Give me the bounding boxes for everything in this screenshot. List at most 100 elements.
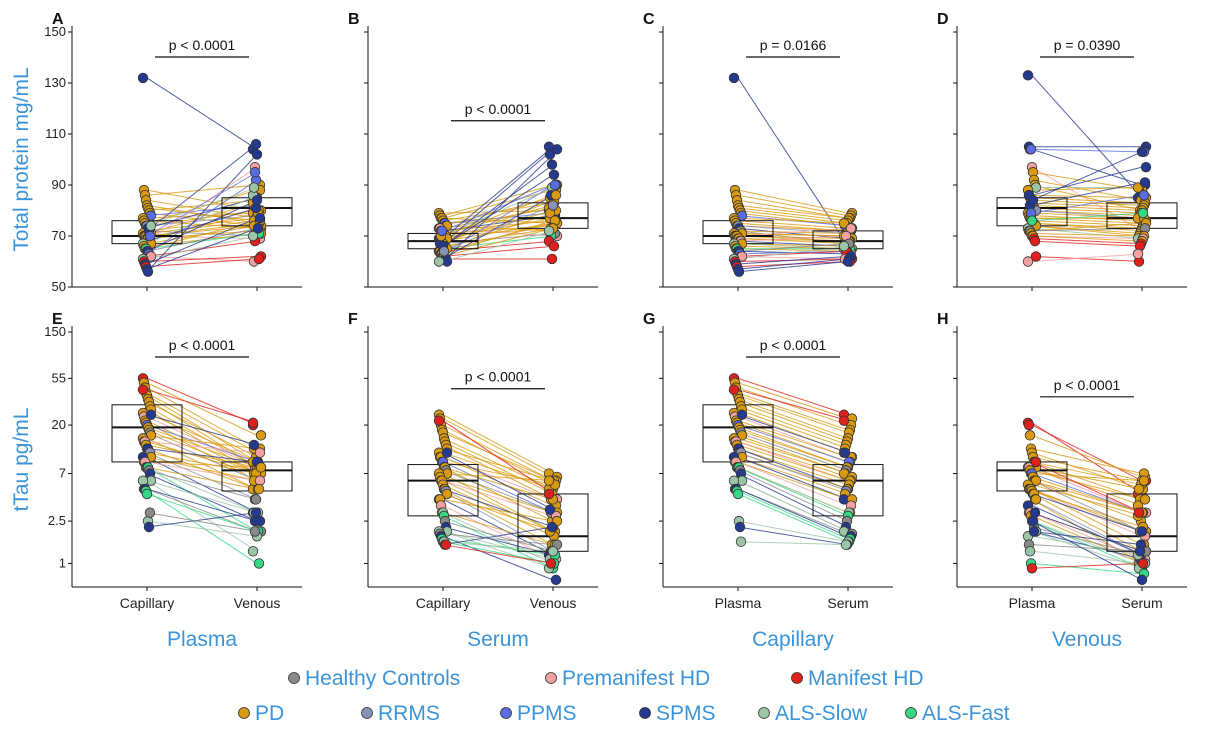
pair-line — [737, 220, 849, 229]
pair-line — [442, 452, 554, 511]
data-point — [546, 253, 558, 265]
pair-line — [442, 448, 554, 482]
pair-line — [737, 394, 849, 434]
pair-line — [737, 243, 849, 252]
pair-line — [146, 405, 258, 468]
pair-line — [146, 441, 258, 475]
legend-label: Premanifest HD — [562, 667, 710, 690]
data-point — [1136, 574, 1148, 586]
pair-line — [737, 392, 849, 431]
pair-line — [146, 179, 258, 255]
legend-swatch — [791, 672, 803, 684]
data-point — [1023, 419, 1035, 431]
data-point — [1132, 248, 1144, 260]
panel-A: A 50 70 90 110 130 150 p < 0.0001 — [44, 11, 302, 294]
pair-line — [1031, 530, 1143, 569]
pair-line — [442, 512, 554, 564]
y-axis-label: tTau pg/mL — [10, 408, 33, 512]
pair-line — [146, 488, 258, 532]
data-point — [1030, 251, 1042, 262]
pair-line — [1031, 235, 1143, 242]
data-point — [254, 447, 266, 458]
pair-line — [1031, 498, 1143, 556]
pair-line — [1031, 448, 1143, 475]
pair-line — [146, 258, 258, 268]
pair-line — [737, 452, 849, 492]
pair-line — [1031, 550, 1143, 564]
pair-line — [1031, 456, 1143, 482]
data-point — [1137, 207, 1149, 219]
pair-line — [1031, 461, 1143, 500]
pair-line — [1031, 148, 1143, 186]
pair-line — [1031, 424, 1143, 482]
pair-line — [442, 164, 554, 247]
y-axis-label: Total protein mg/mL — [10, 67, 33, 251]
data-point — [254, 212, 266, 224]
pair-line — [146, 480, 258, 514]
pair-line — [1031, 544, 1143, 552]
data-point — [543, 475, 555, 486]
x-group-label: Plasma — [167, 628, 237, 651]
pair-line — [737, 245, 849, 260]
pair-line — [1031, 480, 1143, 532]
pair-line — [1031, 562, 1143, 569]
pair-line — [737, 461, 849, 500]
x-group-label: Venous — [1052, 628, 1122, 651]
x-tick-label: Plasma — [1009, 595, 1056, 611]
pair-line — [737, 225, 849, 234]
pair-line — [442, 414, 554, 474]
legend-label: RRMS — [378, 702, 440, 725]
data-point — [254, 515, 266, 527]
pair-line — [1031, 535, 1143, 556]
legend-item: RRMS — [361, 702, 440, 725]
pair-line — [737, 541, 849, 546]
pair-line — [737, 437, 849, 475]
data-point — [543, 488, 555, 500]
data-point — [1027, 515, 1039, 527]
pair-line — [1031, 225, 1143, 237]
pair-line — [442, 204, 554, 252]
pair-line — [1031, 255, 1143, 262]
data-point — [1133, 507, 1145, 518]
pair-line — [442, 432, 554, 482]
pair-line — [1031, 181, 1143, 206]
p-value-label: p < 0.0001 — [760, 337, 827, 353]
panel-H: H Plasma Serum p < 0.0001 — [937, 311, 1187, 611]
data-point — [248, 439, 260, 451]
data-point — [247, 546, 259, 557]
pair-line — [737, 493, 849, 543]
legend-label: PD — [255, 702, 284, 725]
data-point — [546, 521, 558, 533]
pair-line — [146, 520, 258, 537]
pair-line — [146, 220, 258, 234]
data-point — [549, 179, 561, 191]
pair-line — [1031, 480, 1143, 522]
data-point — [1022, 256, 1034, 267]
pair-line — [737, 490, 849, 540]
pair-line — [1031, 484, 1143, 517]
data-point — [255, 462, 267, 473]
p-value-label: p < 0.0001 — [465, 101, 532, 117]
pair-line — [146, 490, 258, 564]
pair-line — [442, 230, 554, 262]
data-point — [1024, 546, 1036, 557]
p-value-label: p = 0.0166 — [760, 37, 827, 53]
data-point — [1136, 526, 1148, 537]
pair-line — [1031, 253, 1143, 262]
y-tick-label: 110 — [45, 126, 66, 141]
pair-line — [737, 387, 849, 426]
panel-letter: F — [348, 311, 358, 328]
pair-line — [146, 480, 258, 552]
pair-line — [442, 194, 554, 237]
pair-line — [737, 199, 849, 219]
pair-line — [442, 526, 554, 546]
pair-line — [1031, 166, 1143, 196]
pair-line — [737, 444, 849, 482]
pair-line — [146, 227, 258, 252]
pair-line — [442, 199, 554, 245]
pair-line — [146, 488, 258, 522]
pair-line — [146, 441, 258, 454]
panel-letter: E — [52, 311, 63, 328]
pair-line — [737, 261, 849, 273]
